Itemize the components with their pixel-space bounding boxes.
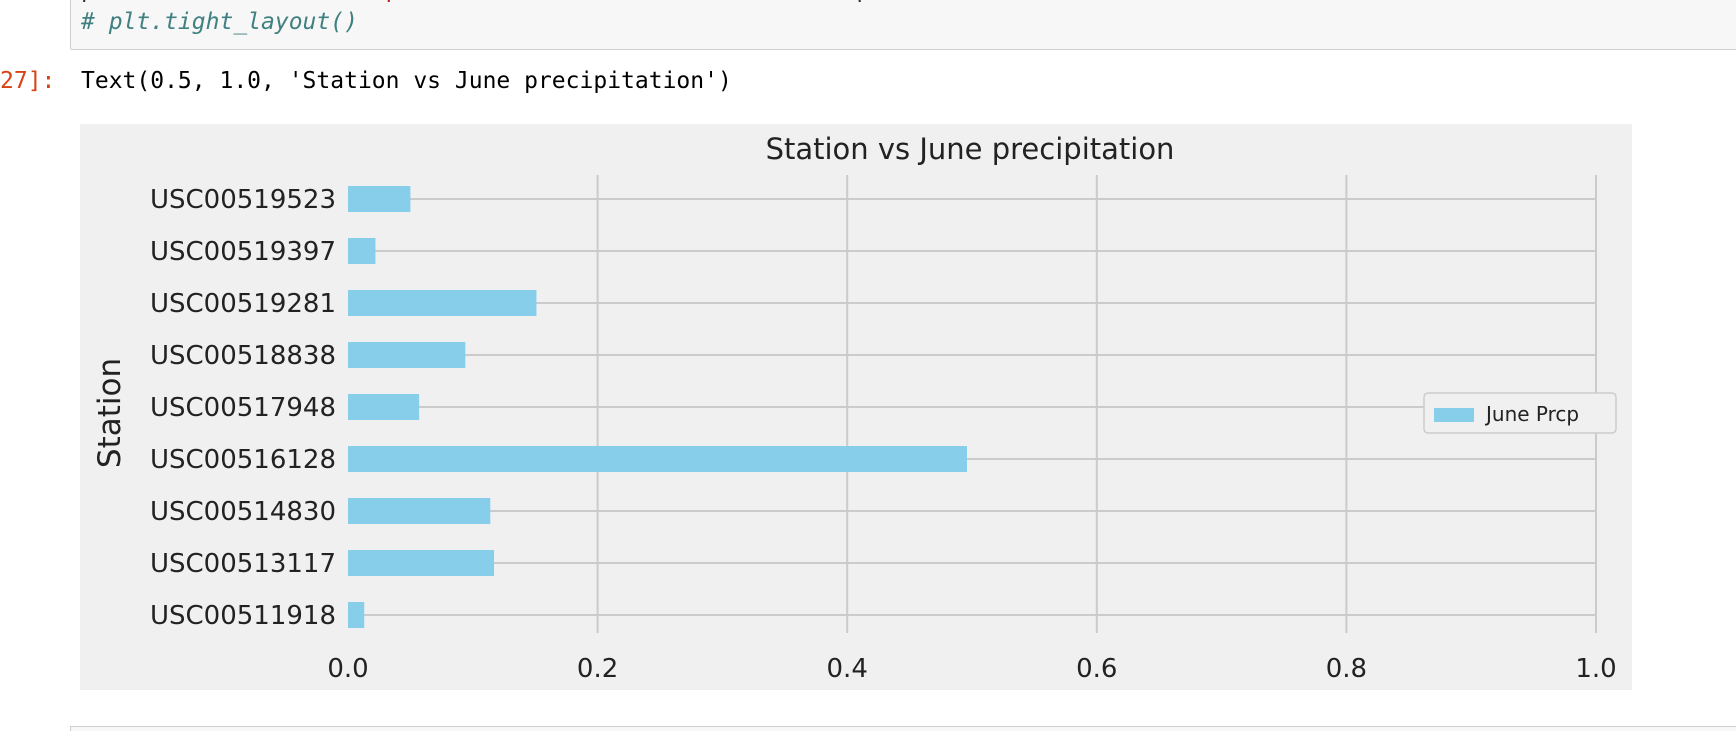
legend-label: June Prcp (1484, 402, 1579, 426)
chart-title: Station vs June precipitation (766, 132, 1175, 166)
bar-USC00519523 (348, 186, 411, 212)
grid-layer (348, 175, 1597, 633)
output-prompt: 27]: (0, 68, 56, 94)
legend-box (1423, 392, 1617, 434)
y-tick-label: USC00518838 (150, 341, 336, 371)
legend-swatch (1434, 408, 1474, 422)
next-code-cell[interactable] (70, 726, 1736, 731)
y-tick-label: USC00519397 (150, 237, 336, 267)
x-tick-label: 0.0 (327, 654, 368, 684)
x-tick-label: 0.2 (577, 654, 618, 684)
bar-USC00514830 (348, 498, 491, 524)
bar-USC00518838 (348, 342, 466, 368)
bar-USC00519397 (348, 238, 376, 264)
x-tick-label: 1.0 (1575, 654, 1616, 684)
y-axis-label: Station (92, 358, 128, 468)
bar-USC00516128 (348, 446, 968, 472)
y-tick-label: USC00511918 (150, 601, 336, 631)
code-comment-line: # plt.tight_layout() (81, 9, 358, 35)
y-tick-labels: USC00519523 USC00519397 USC00519281 USC0051… (150, 185, 336, 631)
y-tick-label: USC00519281 (150, 289, 336, 319)
y-tick-label: USC00513117 (150, 549, 336, 579)
y-tick-label: USC00516128 (150, 445, 336, 475)
x-tick-label: 0.4 (827, 654, 868, 684)
bar-USC00517948 (348, 394, 420, 420)
x-tick-labels: 0.0 0.2 0.4 0.6 0.8 1.0 (327, 654, 1616, 684)
y-tick-label: USC00517948 (150, 393, 336, 423)
bar-chart: USC00519523 USC00519397 USC00519281 USC0051… (92, 132, 1617, 684)
y-tick-label: USC00514830 (150, 497, 336, 527)
code-line-partial: p p p (81, 0, 870, 3)
y-tick-label: USC00519523 (150, 185, 336, 215)
bar-USC00519281 (348, 290, 537, 316)
bar-USC00513117 (348, 550, 495, 576)
code-input-cell[interactable]: p p p # plt.tight_layout() (70, 0, 1736, 50)
output-text: Text(0.5, 1.0, 'Station vs June precipit… (81, 68, 732, 94)
bars-layer (348, 186, 968, 628)
bar-USC00511918 (348, 602, 365, 628)
x-tick-label: 0.8 (1326, 654, 1367, 684)
x-tick-label: 0.6 (1076, 654, 1117, 684)
chart-figure: USC00519523 USC00519397 USC00519281 USC0051… (80, 124, 1632, 690)
legend: June Prcp (1423, 392, 1617, 434)
